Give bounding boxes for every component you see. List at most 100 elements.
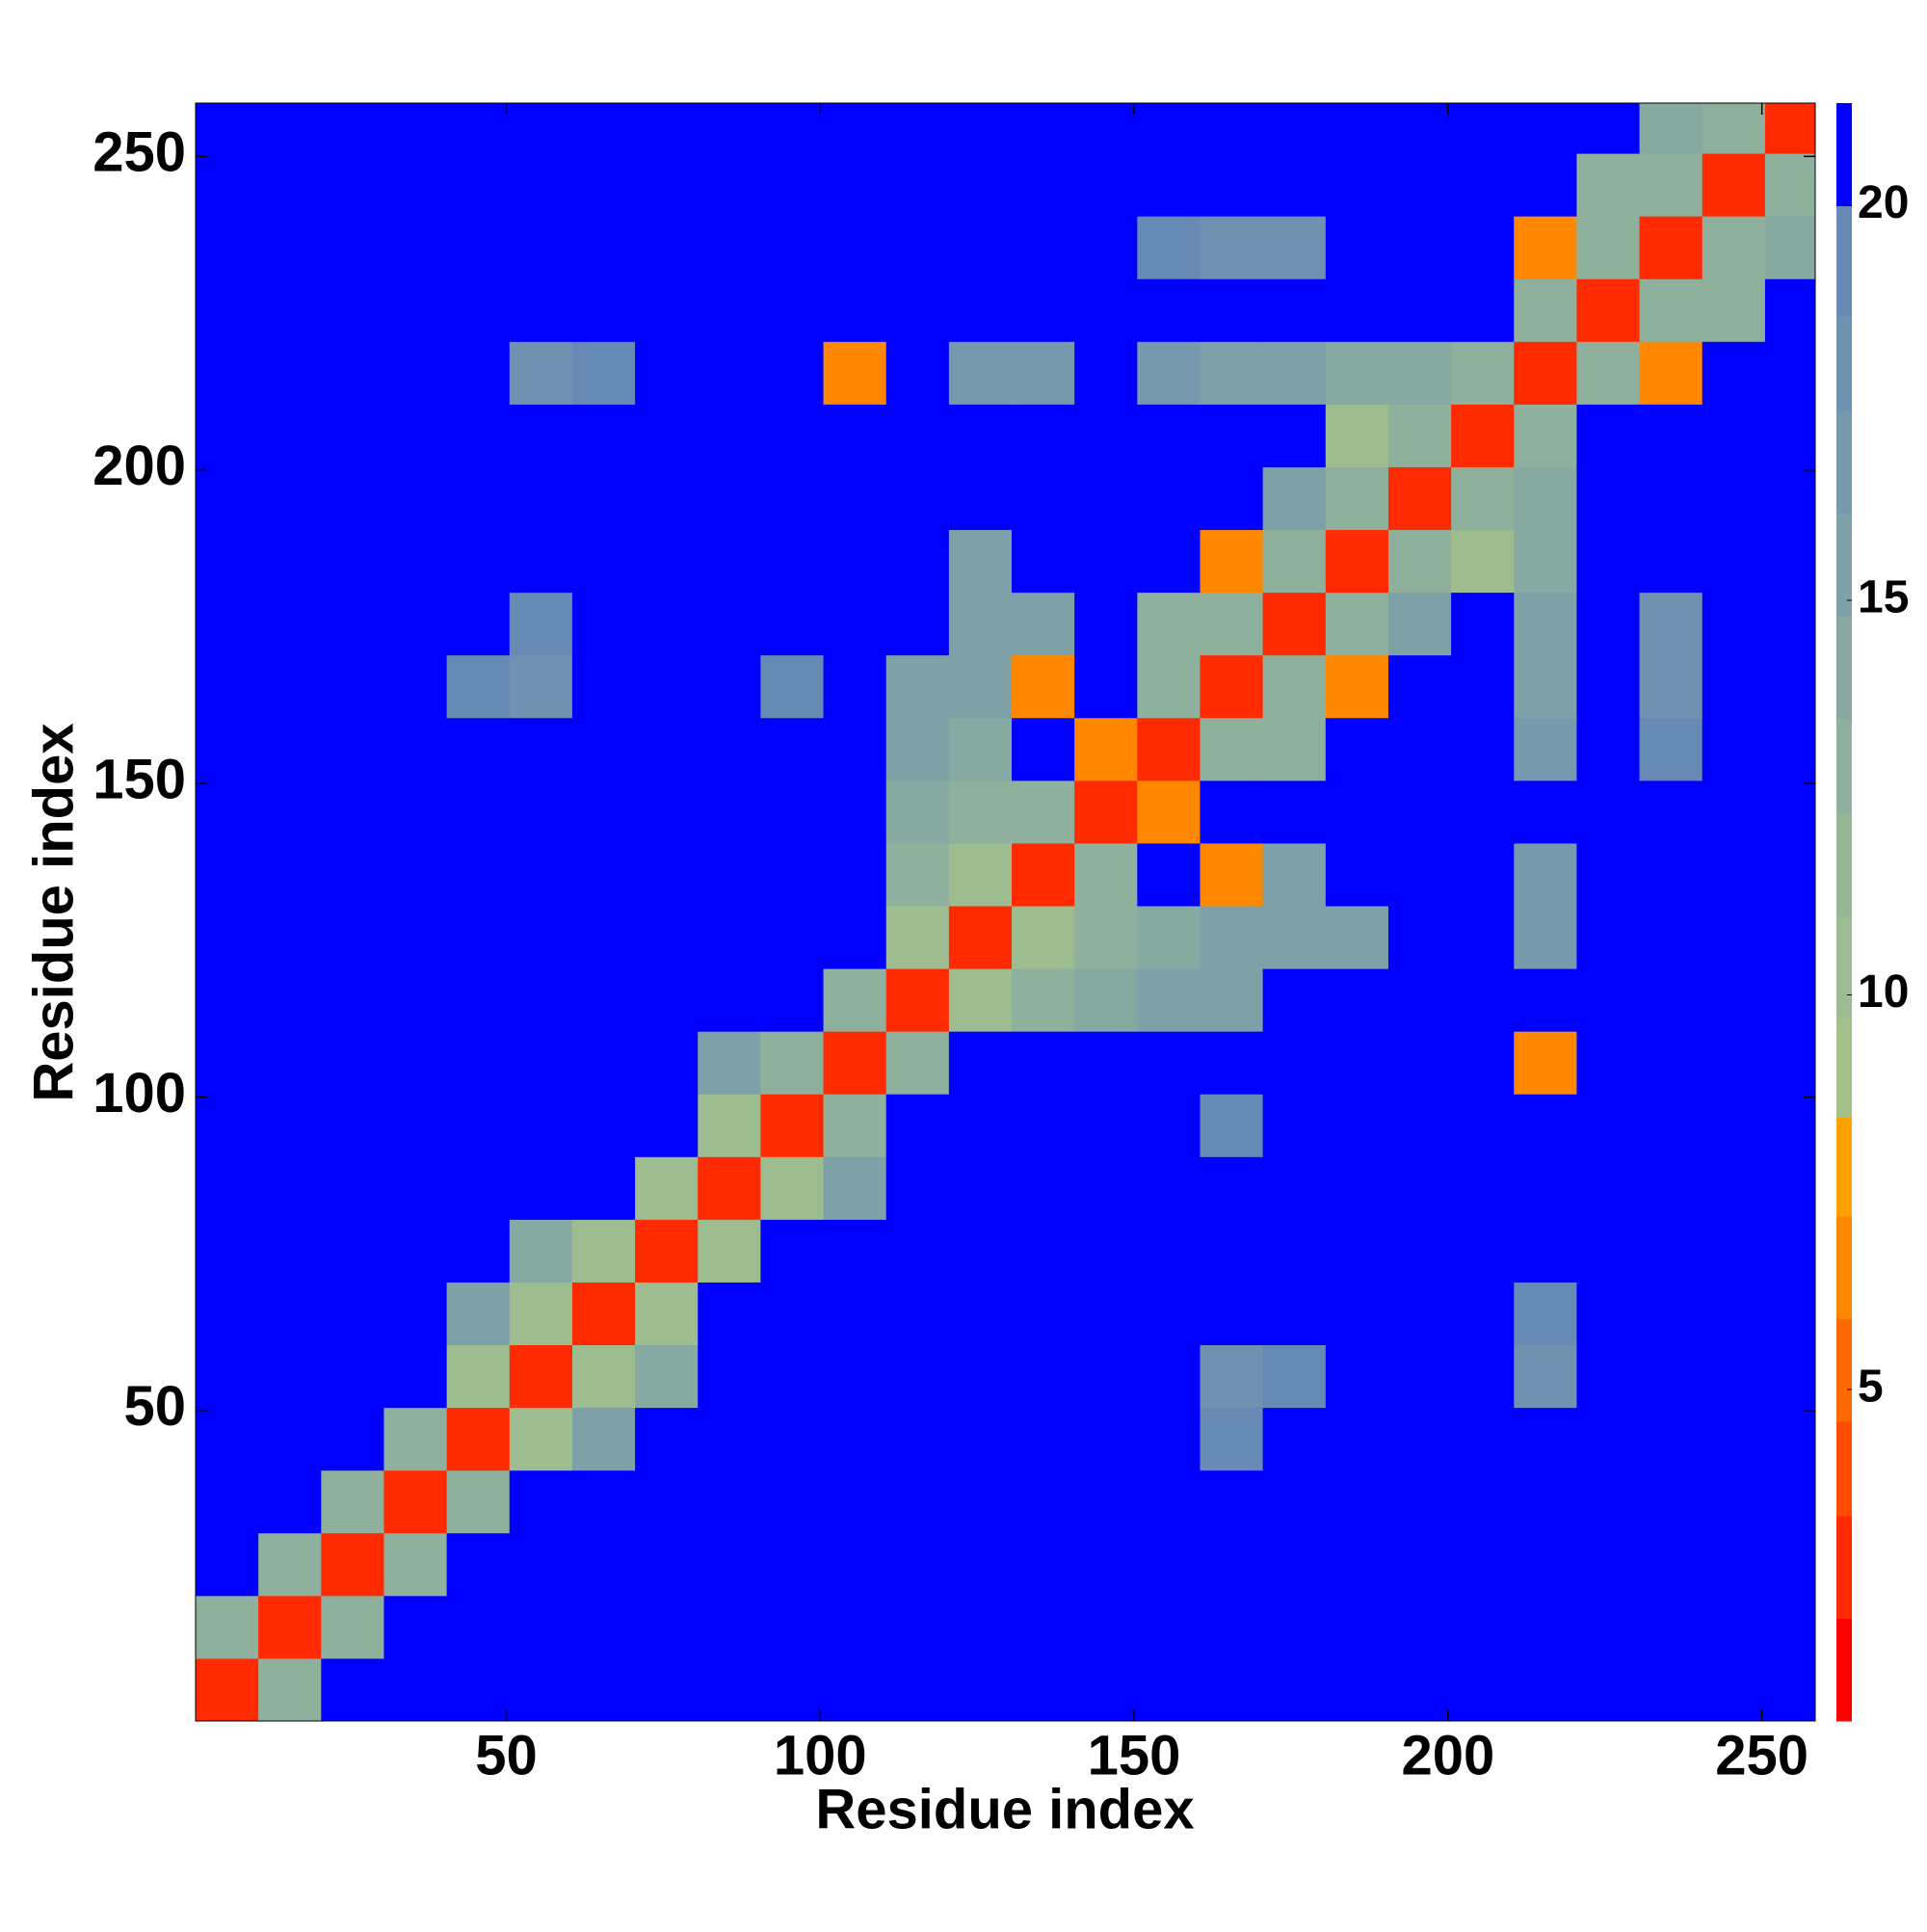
heatmap-cell — [1387, 968, 1452, 1032]
heatmap-cell — [1012, 592, 1075, 656]
heatmap-cell — [1451, 153, 1515, 217]
heatmap-cell — [383, 216, 448, 279]
heatmap-cell — [258, 842, 322, 907]
heatmap-cell — [1514, 592, 1577, 656]
heatmap-cell — [1514, 1469, 1577, 1534]
heatmap-cell — [1514, 654, 1577, 719]
heatmap-cell — [1200, 1094, 1264, 1157]
heatmap-cell — [635, 404, 699, 467]
heatmap-cell — [698, 278, 761, 342]
heatmap-cell — [698, 1407, 761, 1471]
heatmap-cell — [1074, 905, 1138, 969]
heatmap-cell — [1325, 103, 1389, 154]
colorbar-band — [1836, 1516, 1852, 1620]
heatmap-cell — [1262, 1094, 1327, 1157]
heatmap-cell — [1576, 1344, 1641, 1409]
heatmap-cell — [698, 216, 761, 279]
heatmap-cell — [698, 780, 761, 844]
heatmap-cell — [1451, 103, 1515, 154]
heatmap-cell — [571, 717, 636, 781]
heatmap-cell — [760, 466, 825, 531]
heatmap-cell — [1514, 717, 1577, 781]
heatmap-cell — [635, 216, 699, 279]
heatmap-cell — [1514, 341, 1577, 405]
heatmap-cell — [1137, 1595, 1201, 1659]
heatmap-cell — [948, 103, 1013, 154]
heatmap-cell — [1514, 529, 1577, 594]
heatmap-cell — [321, 1344, 384, 1409]
heatmap-cell — [823, 592, 887, 656]
heatmap-cell — [1514, 1219, 1577, 1283]
heatmap-cell — [258, 278, 322, 342]
heatmap-cell — [760, 216, 825, 279]
heatmap-cell — [1200, 1282, 1264, 1346]
heatmap-cell — [1325, 717, 1389, 781]
heatmap-cell — [698, 529, 761, 594]
heatmap-cell — [1262, 780, 1327, 844]
heatmap-cell — [885, 1657, 950, 1722]
heatmap-cell — [698, 905, 761, 969]
heatmap-cell — [1639, 529, 1703, 594]
heatmap-cell — [1387, 1282, 1452, 1346]
heatmap-cell — [1325, 1344, 1389, 1409]
heatmap-cell — [1451, 1595, 1515, 1659]
heatmap-cell — [1262, 1344, 1327, 1409]
heatmap-cell — [1325, 654, 1389, 719]
heatmap-cell — [196, 103, 259, 154]
heatmap-cell — [885, 1407, 950, 1471]
heatmap-cell — [1387, 404, 1452, 467]
heatmap-cell — [1764, 1595, 1816, 1659]
heatmap-cell — [823, 717, 887, 781]
heatmap-cell — [760, 1595, 825, 1659]
heatmap-cell — [446, 905, 511, 969]
heatmap-cell — [1200, 1344, 1264, 1409]
heatmap-cell — [446, 278, 511, 342]
heatmap-cell — [1137, 1407, 1201, 1471]
heatmap-cell — [885, 404, 950, 467]
heatmap-cell — [383, 466, 448, 531]
heatmap-cell — [1200, 1595, 1264, 1659]
heatmap-cell — [571, 1469, 636, 1534]
heatmap-cell — [1012, 1031, 1075, 1095]
heatmap-cell — [885, 968, 950, 1032]
heatmap-cell — [1200, 529, 1264, 594]
heatmap-cell — [885, 1282, 950, 1346]
heatmap-cell — [635, 1031, 699, 1095]
heatmap-cell — [196, 592, 259, 656]
heatmap-cell — [1074, 1657, 1138, 1722]
heatmap-cell — [196, 842, 259, 907]
heatmap-cell — [1137, 1031, 1201, 1095]
heatmap-cell — [1514, 103, 1577, 154]
heatmap-cell — [1451, 278, 1515, 342]
heatmap-cell — [258, 103, 322, 154]
heatmap-cell — [383, 842, 448, 907]
heatmap-cell — [1325, 466, 1389, 531]
heatmap-cell — [1012, 341, 1075, 405]
heatmap-cell — [1074, 1156, 1138, 1220]
heatmap-cell — [1012, 1156, 1075, 1220]
heatmap-cell — [1074, 103, 1138, 154]
heatmap-cell — [1137, 905, 1201, 969]
heatmap-cell — [196, 654, 259, 719]
heatmap-cell — [823, 905, 887, 969]
heatmap-cell — [1325, 842, 1389, 907]
heatmap-cell — [321, 1532, 384, 1597]
heatmap-cell — [1576, 1156, 1641, 1220]
heatmap-cell — [1514, 968, 1577, 1032]
heatmap-cell — [1702, 103, 1766, 154]
heatmap-cell — [446, 1532, 511, 1597]
x-tick-label: 150 — [1088, 1724, 1181, 1786]
heatmap-cell — [1200, 780, 1264, 844]
heatmap-cell — [948, 1532, 1013, 1597]
heatmap-cell — [383, 1094, 448, 1157]
heatmap-cell — [948, 153, 1013, 217]
heatmap-cell — [1639, 341, 1703, 405]
heatmap-cell — [1262, 1031, 1327, 1095]
heatmap-cell — [321, 968, 384, 1032]
heatmap-cell — [635, 968, 699, 1032]
heatmap-cell — [1074, 654, 1138, 719]
heatmap-cell — [571, 1282, 636, 1346]
heatmap-cell — [571, 341, 636, 405]
heatmap-cell — [258, 216, 322, 279]
heatmap-cell — [760, 1219, 825, 1283]
